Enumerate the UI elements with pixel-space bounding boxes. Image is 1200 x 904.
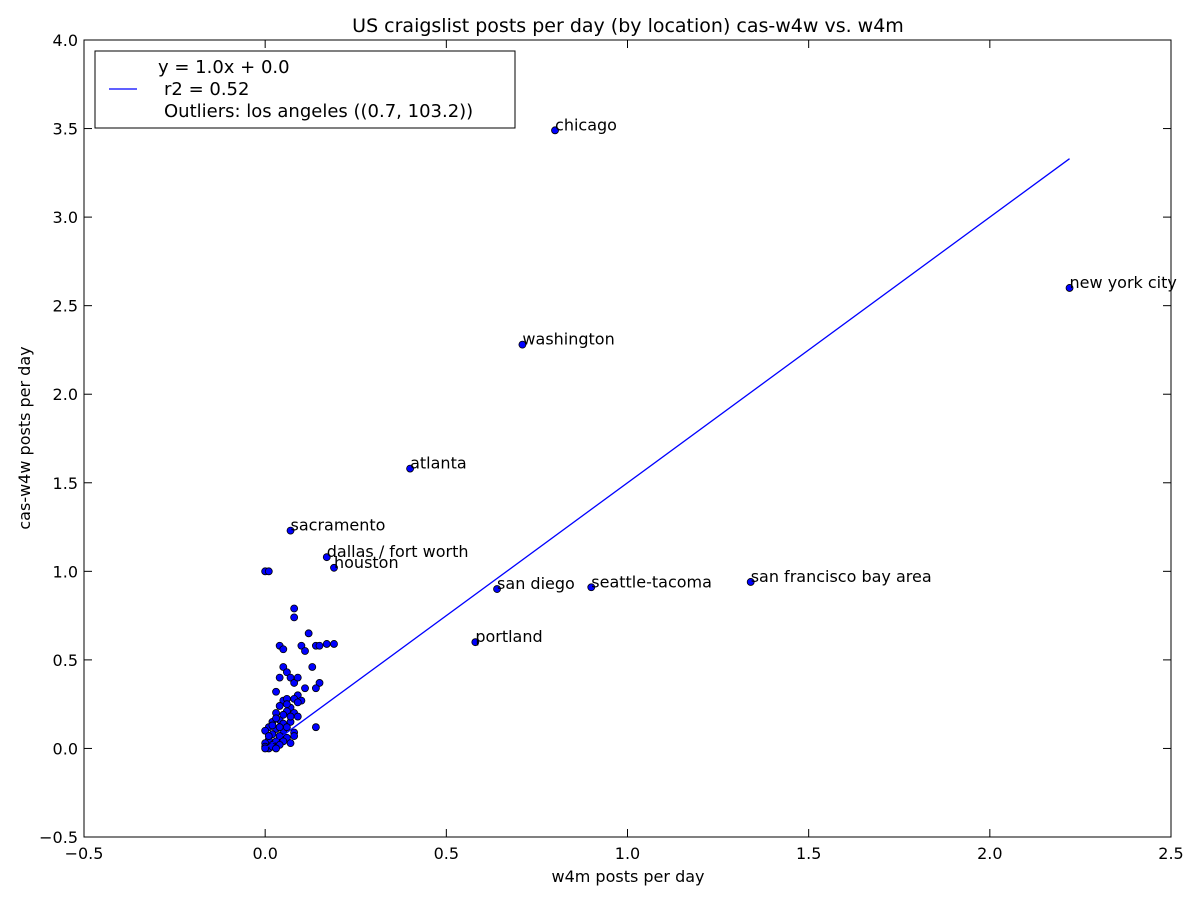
point-label: portland xyxy=(475,627,542,646)
y-tick-label: 0.0 xyxy=(53,739,78,758)
point-label: san francisco bay area xyxy=(751,567,932,586)
legend-equation: y = 1.0x + 0.0 xyxy=(158,57,290,78)
data-point xyxy=(304,629,313,638)
labeled-data-point xyxy=(746,578,755,586)
y-tick-label: 3.0 xyxy=(53,208,78,227)
data-point xyxy=(264,567,273,576)
data-point xyxy=(283,700,291,709)
labeled-data-point xyxy=(518,340,527,349)
data-point xyxy=(330,640,338,648)
x-axis-label: w4m posts per day xyxy=(551,867,704,886)
data-point xyxy=(286,739,295,748)
labeled-data-point xyxy=(406,464,415,473)
x-tick-label: 0.0 xyxy=(252,844,277,863)
data-point xyxy=(264,732,273,740)
y-tick-label: 1.5 xyxy=(53,474,78,493)
labeled-data-point xyxy=(330,563,338,572)
x-tick-label: 1.0 xyxy=(615,844,640,863)
data-point xyxy=(272,714,280,723)
point-label: houston xyxy=(334,553,399,572)
data-point xyxy=(322,640,331,648)
data-point xyxy=(275,723,284,732)
data-point xyxy=(275,702,284,710)
data-point xyxy=(301,647,309,655)
data-point xyxy=(268,721,277,730)
x-tick-label: −0.5 xyxy=(65,844,104,863)
data-point xyxy=(301,684,309,693)
y-tick-label: 2.5 xyxy=(53,297,78,316)
data-point xyxy=(293,698,302,707)
chart-title: US craigslist posts per day (by location… xyxy=(352,15,904,37)
data-point xyxy=(308,663,317,671)
y-axis-label: cas-w4w posts per day xyxy=(15,346,34,529)
data-point xyxy=(272,744,280,753)
x-tick-label: 2.0 xyxy=(977,844,1002,863)
data-point xyxy=(279,645,288,654)
data-point xyxy=(293,712,302,721)
y-tick-label: 4.0 xyxy=(53,31,78,50)
data-point xyxy=(279,663,288,671)
labeled-data-point xyxy=(551,126,559,135)
point-label: chicago xyxy=(555,115,617,134)
point-label: seattle-tacoma xyxy=(591,572,712,591)
data-point xyxy=(297,641,306,650)
y-tick-label: 1.0 xyxy=(53,562,78,581)
x-tick-label: 2.5 xyxy=(1158,844,1183,863)
point-label: atlanta xyxy=(410,454,467,473)
data-point xyxy=(275,673,284,682)
labeled-data-point xyxy=(286,526,295,535)
point-label: sacramento xyxy=(291,516,386,535)
legend-box xyxy=(94,50,516,129)
y-tick-label: 2.0 xyxy=(53,385,78,404)
data-point xyxy=(283,723,291,732)
data-point xyxy=(293,673,302,682)
point-label: dallas / fort worth xyxy=(327,542,469,561)
data-point xyxy=(315,679,324,687)
x-tick-label: 1.5 xyxy=(796,844,821,863)
y-tick-label: −0.5 xyxy=(39,828,78,847)
legend: y = 1.0x + 0.0 r2 = 0.52 Outliers: los a… xyxy=(94,50,516,129)
y-tick-label: 3.5 xyxy=(53,120,78,139)
plot-area: chicago new york city washington atlanta sac… xyxy=(261,115,1177,753)
labeled-data-point xyxy=(587,583,596,592)
data-point xyxy=(283,668,291,677)
data-point xyxy=(290,613,299,622)
labeled-data-point xyxy=(493,585,501,593)
data-point xyxy=(261,726,270,735)
data-point xyxy=(286,712,295,721)
labeled-data-point xyxy=(322,553,331,562)
data-point xyxy=(272,687,280,696)
point-label: washington xyxy=(522,330,614,349)
labeled-data-point xyxy=(471,638,480,647)
data-point xyxy=(290,604,299,613)
data-point xyxy=(290,732,299,740)
point-label: san diego xyxy=(497,574,575,593)
y-tick-label: 0.5 xyxy=(53,651,78,670)
data-point xyxy=(311,684,320,693)
data-point xyxy=(311,723,320,732)
data-point xyxy=(315,641,324,650)
legend-r2: r2 = 0.52 xyxy=(164,79,249,100)
data-point xyxy=(290,679,299,687)
labeled-data-point xyxy=(1065,284,1074,292)
point-label: new york city xyxy=(1070,273,1177,292)
data-point xyxy=(279,710,288,719)
legend-outliers: Outliers: los angeles ((0.7, 103.2)) xyxy=(164,101,473,122)
regression-line xyxy=(264,158,1070,749)
x-tick-label: 0.5 xyxy=(434,844,459,863)
